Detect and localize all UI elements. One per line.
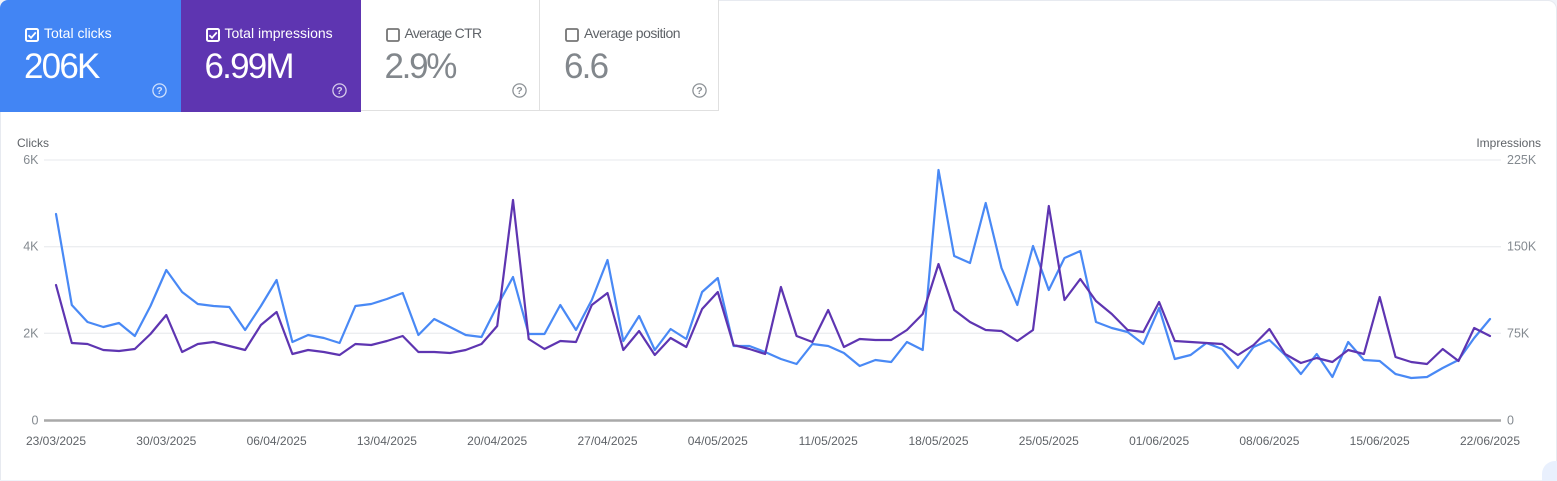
svg-text:225K: 225K (1507, 153, 1537, 167)
svg-text:150K: 150K (1507, 240, 1537, 254)
svg-text:Impressions: Impressions (1476, 136, 1541, 150)
svg-text:20/04/2025: 20/04/2025 (467, 434, 527, 448)
svg-text:30/03/2025: 30/03/2025 (136, 434, 196, 448)
svg-text:08/06/2025: 08/06/2025 (1239, 434, 1299, 448)
svg-text:18/05/2025: 18/05/2025 (908, 434, 968, 448)
svg-text:22/06/2025: 22/06/2025 (1460, 434, 1520, 448)
svg-text:13/04/2025: 13/04/2025 (357, 434, 417, 448)
svg-text:25/05/2025: 25/05/2025 (1019, 434, 1079, 448)
svg-text:4K: 4K (23, 240, 39, 254)
svg-text:27/04/2025: 27/04/2025 (577, 434, 637, 448)
svg-text:2K: 2K (23, 326, 39, 340)
svg-text:06/04/2025: 06/04/2025 (247, 434, 307, 448)
svg-text:04/05/2025: 04/05/2025 (688, 434, 748, 448)
svg-text:?: ? (336, 85, 342, 97)
svg-text:15/06/2025: 15/06/2025 (1350, 434, 1410, 448)
svg-text:?: ? (696, 85, 702, 97)
svg-text:75K: 75K (1507, 326, 1530, 340)
svg-text:11/05/2025: 11/05/2025 (799, 434, 858, 448)
svg-text:23/03/2025: 23/03/2025 (26, 434, 86, 448)
svg-text:?: ? (516, 85, 522, 97)
svg-text:6K: 6K (23, 153, 39, 167)
svg-text:Clicks: Clicks (17, 136, 49, 150)
svg-text:0: 0 (32, 414, 39, 428)
svg-text:?: ? (156, 85, 162, 97)
svg-text:0: 0 (1507, 414, 1514, 428)
svg-text:01/06/2025: 01/06/2025 (1129, 434, 1189, 448)
